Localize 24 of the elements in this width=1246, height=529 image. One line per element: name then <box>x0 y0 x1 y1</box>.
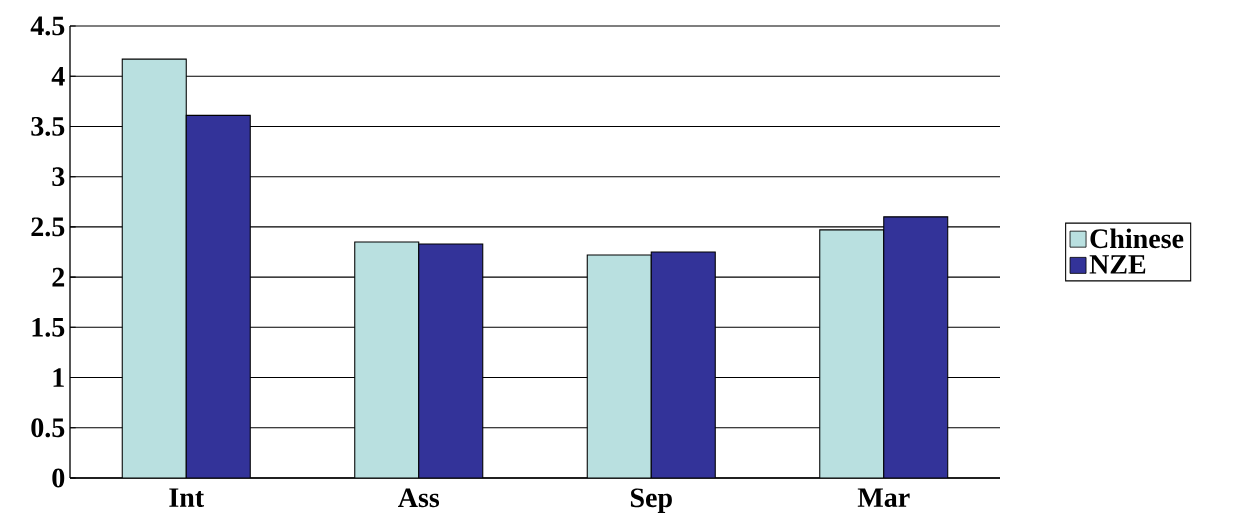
legend-label: Chinese <box>1090 228 1184 249</box>
legend-label: NZE <box>1089 255 1146 274</box>
bar <box>819 229 885 478</box>
bar <box>586 254 652 478</box>
y-tick-label: 4.5 <box>30 16 65 36</box>
bar <box>185 114 251 478</box>
y-tick-label: 3.5 <box>31 116 65 136</box>
bar <box>354 241 420 478</box>
y-tick-label: 0 <box>52 468 65 488</box>
x-tick-label: Sep <box>630 488 672 513</box>
y-tick-label: 4 <box>51 67 65 86</box>
bar <box>418 243 484 478</box>
bar <box>883 216 949 478</box>
y-tick-label: 0.5 <box>31 418 65 438</box>
y-tick-label: 2 <box>52 267 65 287</box>
y-tick-label: 3 <box>52 167 65 187</box>
x-tick-label: Int <box>169 488 205 508</box>
bar <box>650 251 716 478</box>
x-tick-label: Ass <box>398 488 440 508</box>
bar <box>121 58 187 478</box>
x-tick-label: Mar <box>857 488 910 508</box>
y-tick-label: 2.5 <box>31 217 65 237</box>
y-tick-label: 1.5 <box>32 317 65 337</box>
y-tick-label: 1 <box>53 368 64 387</box>
